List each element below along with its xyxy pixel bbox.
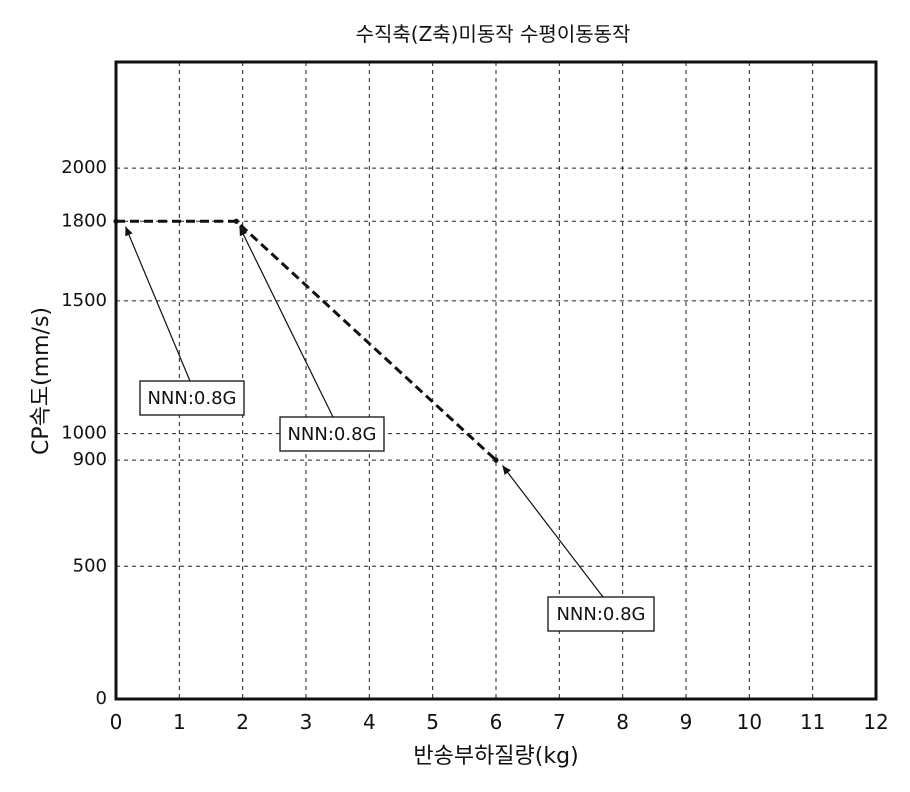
x-tick-label: 3 (300, 710, 313, 734)
y-tick-label: 2000 (61, 157, 107, 178)
x-tick-label: 2 (236, 710, 249, 734)
x-tick-label: 1 (173, 710, 186, 734)
series-point (113, 218, 119, 224)
x-tick-label: 9 (680, 710, 693, 734)
x-tick-label: 0 (110, 710, 123, 734)
y-axis-title: CP속도(mm/s) (29, 307, 54, 455)
grid (116, 62, 876, 699)
annotation-layer: NNN:0.8G NNN:0.8G NNN:0.8G (124, 226, 655, 632)
y-tick-label: 900 (73, 449, 107, 470)
annotation-label: NNN:0.8G (147, 388, 236, 409)
annotation-label: NNN:0.8G (287, 424, 376, 445)
x-tick-label: 8 (616, 710, 629, 734)
x-tick-label: 7 (553, 710, 566, 734)
y-tick-label: 500 (73, 555, 107, 576)
x-tick-label: 12 (863, 710, 888, 734)
annotation-box (547, 596, 655, 632)
series-point (493, 457, 499, 463)
x-tick-label: 5 (426, 710, 439, 734)
chart-title: 수직축(Z축)미동작 수평이동동작 (356, 22, 631, 46)
annotation-arrow (238, 226, 334, 418)
y-tick-label: 1500 (61, 290, 107, 311)
x-tick-label: 11 (800, 710, 825, 734)
annotation-box (139, 380, 245, 416)
series-layer (113, 218, 499, 463)
x-tick-label: 4 (363, 710, 376, 734)
annotation-arrow (124, 226, 191, 382)
series-point (233, 218, 239, 224)
y-tick-label: 0 (96, 688, 107, 709)
y-tick-label: 1800 (61, 210, 107, 231)
annotation-arrow (501, 465, 604, 598)
x-tick-label: 6 (490, 710, 503, 734)
annotation-box (279, 416, 385, 452)
y-tick-label: 1000 (61, 423, 107, 444)
x-tick-label: 10 (737, 710, 762, 734)
x-axis-title: 반송부하질량(kg) (413, 744, 578, 769)
annotation-label: NNN:0.8G (556, 604, 645, 625)
plot-area (114, 60, 878, 701)
